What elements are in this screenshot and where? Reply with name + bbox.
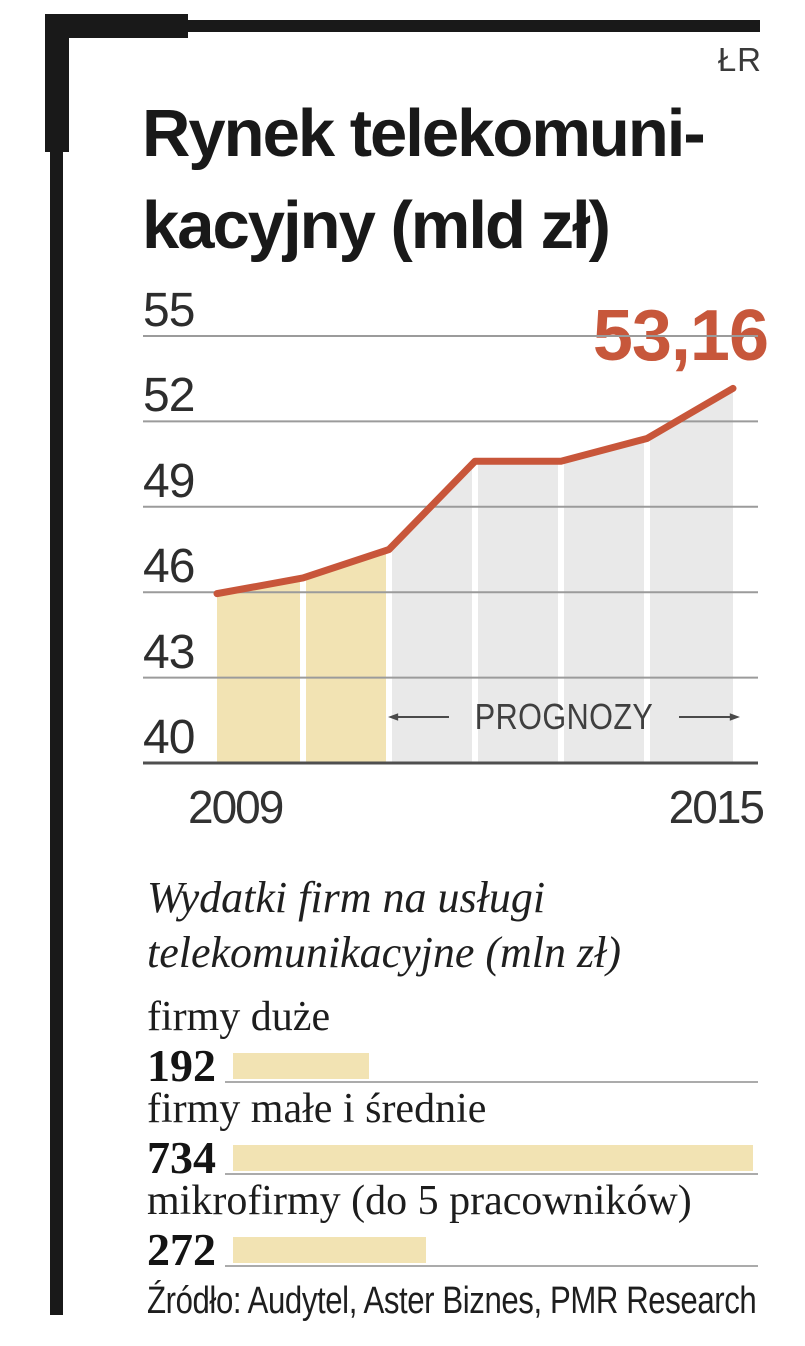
y-axis-tick-label: 46 <box>143 540 195 594</box>
frame-corner-vertical <box>45 14 69 152</box>
year-separator <box>558 461 564 763</box>
forecast-label: PROGNOZY <box>474 696 654 737</box>
y-axis-tick-label: 55 <box>143 284 195 337</box>
x-axis-label-start: 2009 <box>188 781 284 833</box>
arrow-left-icon <box>388 713 449 721</box>
bar-value-label: 192 <box>147 1040 216 1091</box>
source-line: Źródło: Audytel, Aster Biznes, PMR Resea… <box>147 1280 757 1322</box>
x-axis-label-end: 2015 <box>668 781 765 833</box>
year-separator <box>472 461 478 763</box>
area-segment <box>561 438 647 763</box>
bar-mikrofirmy <box>233 1237 426 1263</box>
bar-category-label: mikrofirmy (do 5 pracowników) <box>147 1178 692 1224</box>
bars-subtitle-line2: telekomunikacyjne (mln zł) <box>147 928 622 977</box>
bar-category-label: firmy małe i średnie <box>147 1086 487 1132</box>
forecast-annotation: PROGNOZY <box>388 696 740 737</box>
arrow-right-icon <box>679 713 740 721</box>
frame-left-rule <box>50 150 63 1315</box>
area-segment <box>475 461 561 763</box>
bar-firmy-duze <box>233 1053 369 1079</box>
row-divider <box>225 1081 758 1083</box>
y-axis-tick-label: 52 <box>143 369 195 423</box>
y-axis-tick-label: 40 <box>143 711 195 764</box>
year-separator <box>644 438 650 763</box>
bars-subtitle-line1: Wydatki firm na usługi <box>147 873 546 922</box>
bar-value-label: 272 <box>147 1224 216 1275</box>
area-segment <box>647 388 733 763</box>
chart-title-line2: kacyjny (mld zł) <box>142 188 611 263</box>
frame-top-rule <box>186 20 760 32</box>
area-segment <box>389 461 475 763</box>
year-separator <box>386 549 392 763</box>
bar-firmy-male-srednie <box>233 1145 753 1171</box>
chart-title-line1: Rynek telekomuni- <box>142 96 706 171</box>
y-axis-tick-label: 49 <box>143 454 195 508</box>
row-divider <box>225 1173 758 1175</box>
area-segment <box>303 549 389 763</box>
bar-value-label: 734 <box>147 1132 216 1183</box>
bar-category-label: firmy duże <box>147 994 331 1040</box>
area-segment <box>217 577 303 763</box>
byline: ŁR <box>717 41 762 78</box>
y-axis-tick-label: 43 <box>143 625 195 679</box>
row-divider <box>225 1265 758 1267</box>
trend-line <box>213 384 737 598</box>
year-separator <box>300 577 306 763</box>
telecom-market-chart <box>140 325 762 770</box>
